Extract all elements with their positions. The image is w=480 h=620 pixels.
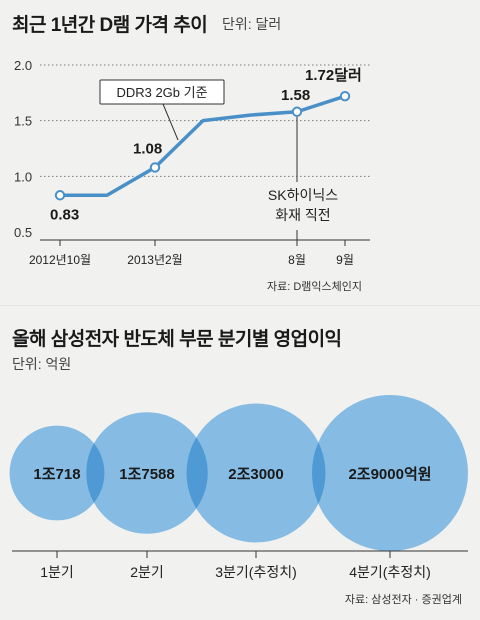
bubble (86, 412, 208, 534)
data-label: 0.83 (50, 206, 79, 223)
chart2-source: 자료: 삼성전자 · 증권업계 (344, 594, 462, 606)
series-line (58, 94, 347, 198)
x-tick-label: 2012년10월 (29, 253, 91, 267)
category-label: 1분기 (40, 564, 74, 580)
bubble-group (9, 395, 468, 551)
bubble (312, 395, 468, 551)
data-label: 1.08 (133, 140, 162, 157)
category-label: 2분기 (130, 564, 164, 580)
y-tick-label: 0.5 (14, 225, 32, 240)
operating-profit-chart: 1조718 1조7588 2조3000 2조9000억원 1분기 2분기 3분기(추정치) 4… (9, 395, 468, 580)
y-tick-label: 1.5 (14, 114, 32, 129)
bubble (186, 403, 326, 543)
category-label: 4분기(추정치) (349, 564, 431, 580)
bubble-value-label: 2조3000 (228, 466, 284, 483)
chart1-title: 최근 1년간 D램 가격 추이 (12, 15, 208, 36)
x-tick-label: 2013년2월 (127, 253, 182, 267)
chart2-unit: 단위: 억원 (12, 356, 72, 372)
y-tick-label: 1.0 (14, 169, 32, 184)
event-annotation: SK하이닉스 (268, 187, 338, 203)
x-tick-label: 9월 (336, 253, 354, 267)
bubble-value-label: 2조9000억원 (348, 465, 431, 483)
chart1-unit: 단위: 달러 (222, 16, 282, 32)
data-label: 1.72달러 (305, 66, 362, 84)
callout-box (99, 79, 225, 105)
callout-leader (162, 103, 179, 141)
dram-price-chart: 2.0 1.5 1.0 0.5 2012년10월 2013년2월 8월 9월 0.83 1.08 1… (14, 58, 370, 267)
bubble (9, 425, 105, 521)
bubble-value-label: 1조7588 (119, 466, 175, 483)
data-label: 1.58 (281, 87, 310, 104)
category-label: 3분기(추정치) (215, 564, 297, 580)
data-point (149, 162, 161, 173)
event-annotation: 화재 직전 (275, 207, 330, 223)
data-point (54, 190, 66, 201)
chart1-source: 자료: D램익스체인지 (266, 281, 362, 293)
y-tick-label: 2.0 (14, 58, 32, 73)
data-point (339, 90, 351, 102)
operating-profit-panel: 올해 삼성전자 반도체 부문 분기별 영업이익 단위: 억원 1조718 1조75… (0, 310, 480, 620)
bubble-value-label: 1조718 (33, 466, 80, 483)
x-tick-label: 8월 (288, 253, 306, 267)
panel-divider (0, 305, 480, 306)
dram-price-panel: 최근 1년간 D램 가격 추이 단위: 달러 2.0 1.5 1.0 0.5 2012년… (0, 0, 480, 305)
callout-text: DDR3 2Gb 기준 (116, 85, 207, 100)
chart2-title: 올해 삼성전자 반도체 부문 분기별 영업이익 (12, 329, 342, 350)
data-point (291, 106, 303, 117)
